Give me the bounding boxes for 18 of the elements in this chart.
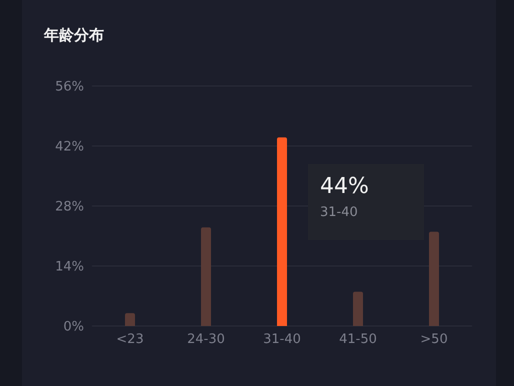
y-tick-label: 0%	[63, 320, 84, 335]
bar	[201, 227, 211, 326]
y-tick-label: 14%	[55, 260, 84, 275]
bar	[353, 292, 363, 326]
x-tick-label: >50	[420, 332, 448, 348]
x-tick-label: <23	[116, 332, 144, 348]
y-tick-label: 42%	[55, 140, 84, 155]
annotation: 44%	[320, 174, 370, 200]
chart-title: 年龄分布	[44, 26, 104, 45]
y-tick-label: 28%	[55, 200, 84, 215]
y-tick-label: 56%	[55, 80, 84, 95]
bar	[125, 313, 135, 326]
bar	[277, 137, 287, 326]
annotation: 31-40	[320, 205, 359, 220]
x-tick-label: 41-50	[339, 332, 377, 348]
x-tick-label: 31-40	[263, 332, 301, 348]
x-tick-label: 24-30	[187, 332, 225, 348]
bar	[429, 232, 439, 326]
